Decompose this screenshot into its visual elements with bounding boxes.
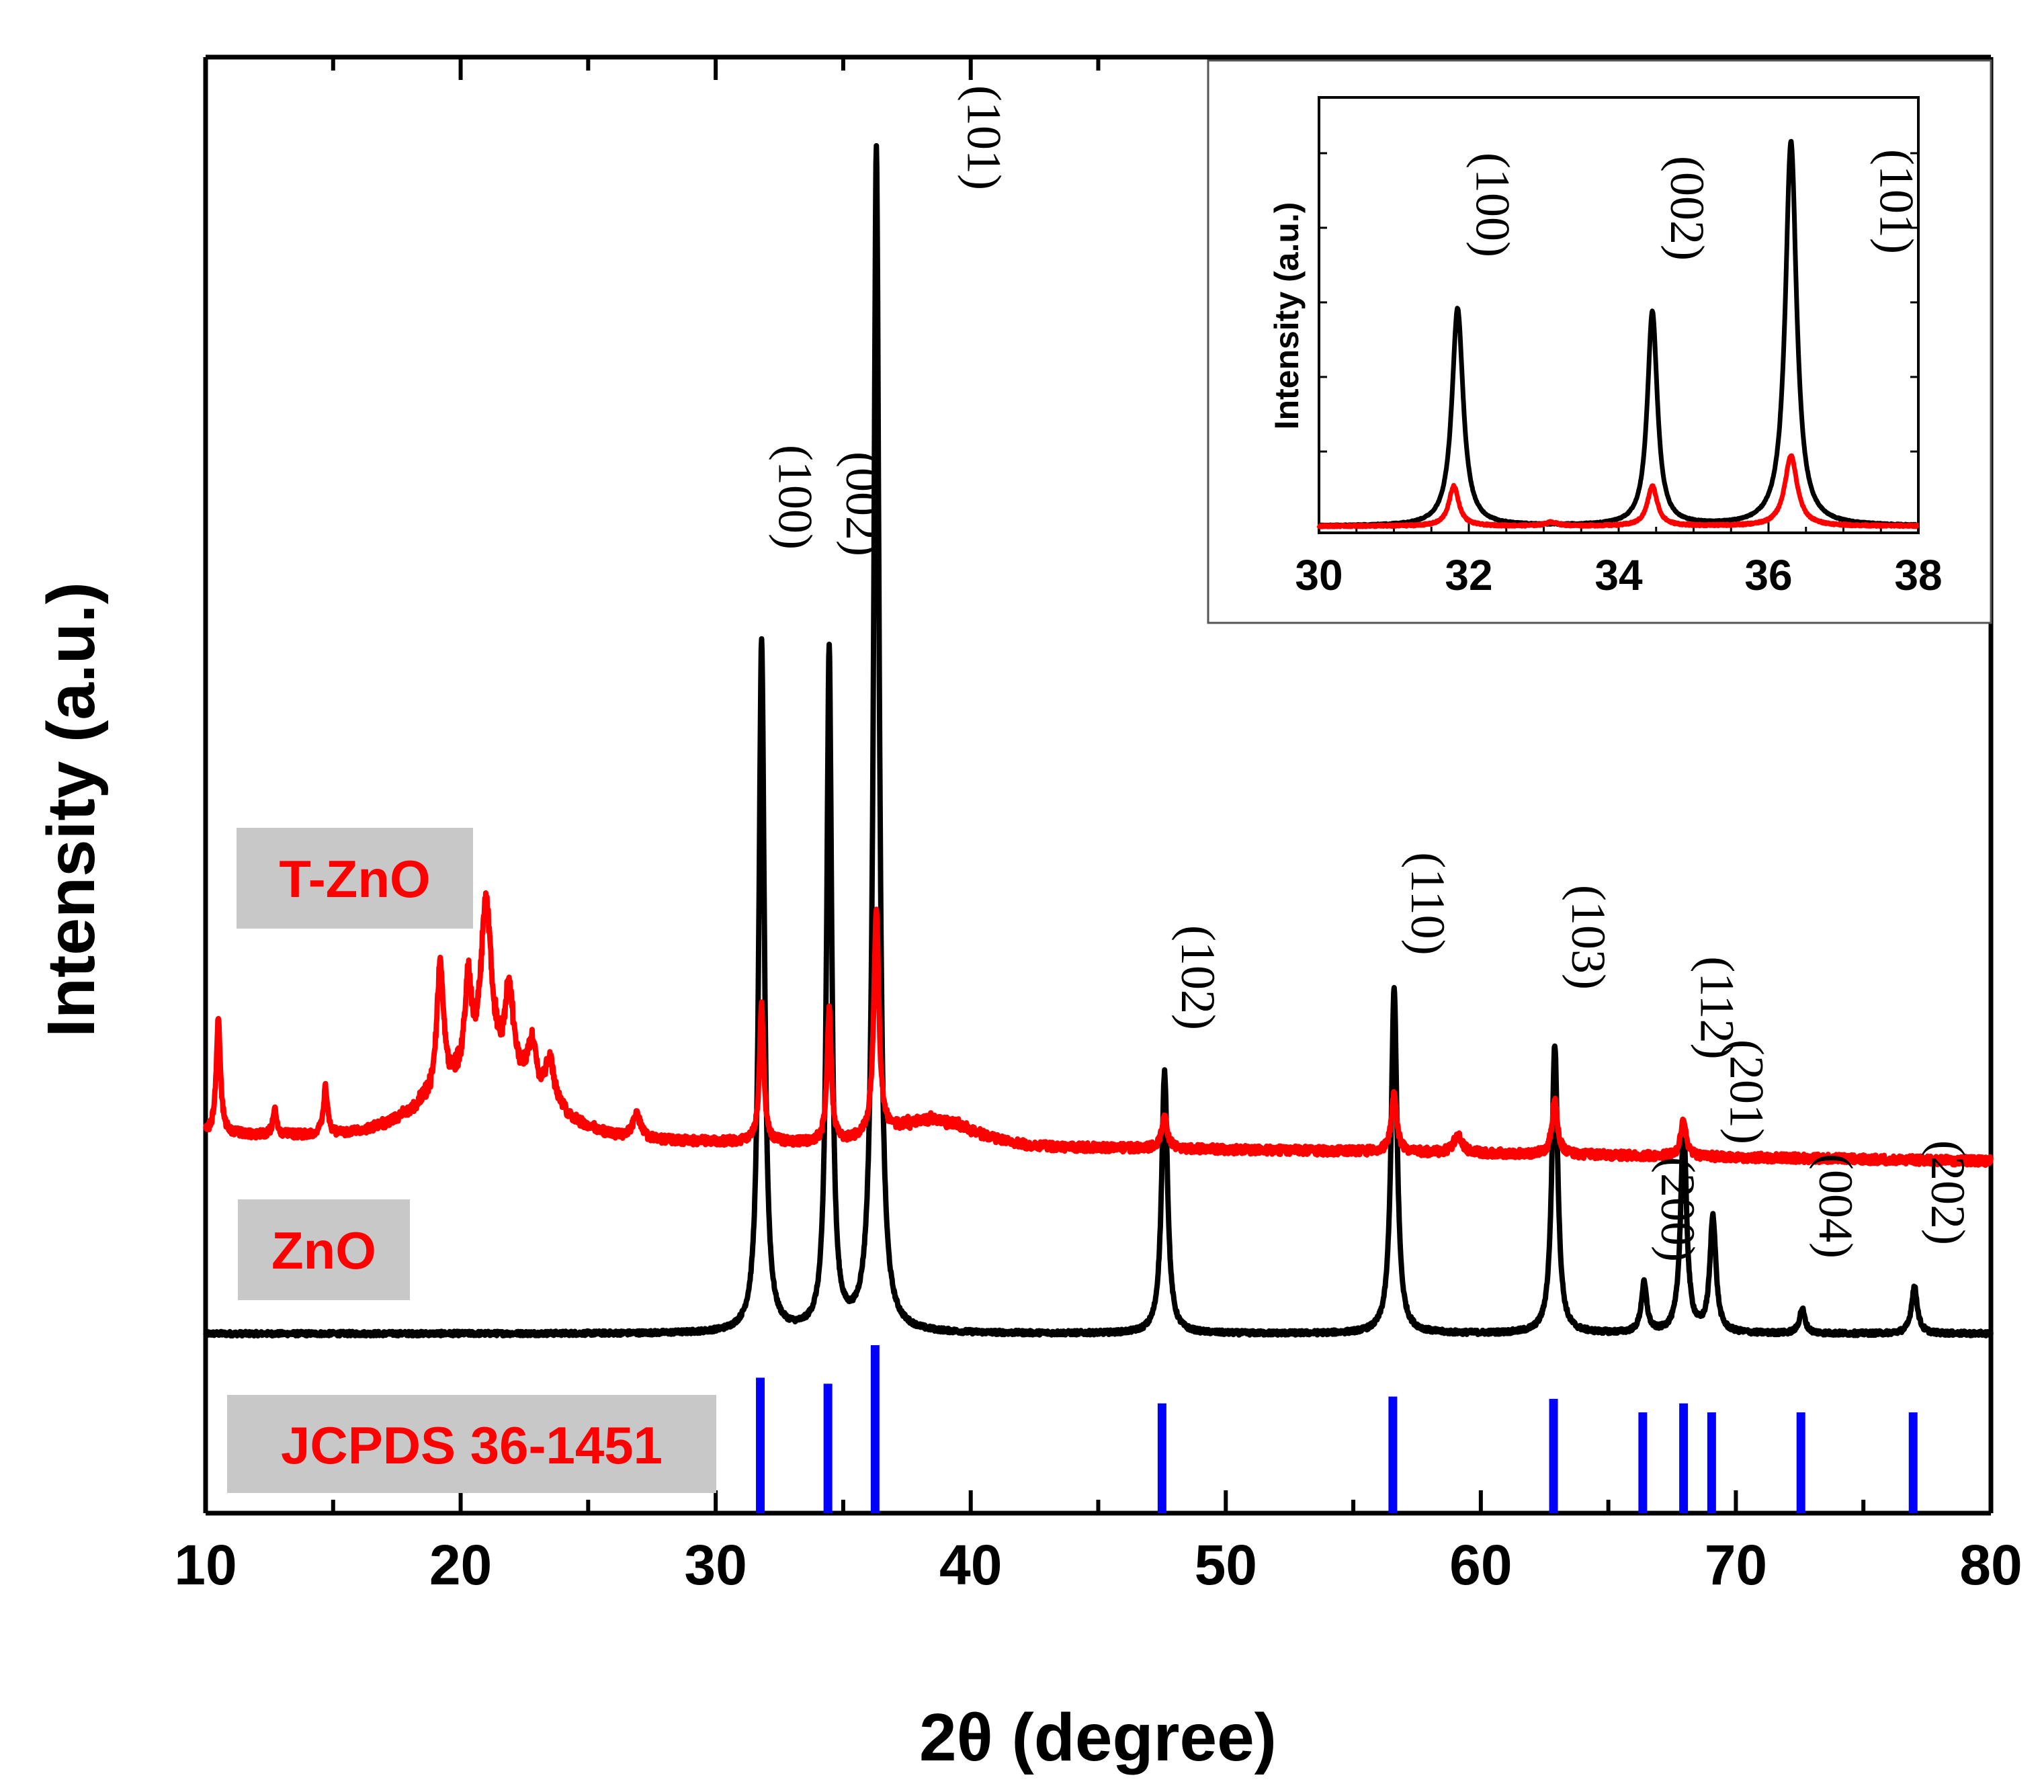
x-axis-tick-labels: 10 20 30 40 50 60 70 80 bbox=[174, 1533, 2022, 1596]
series-layer bbox=[203, 142, 1994, 1339]
legend-item-zno: ZnO bbox=[238, 1199, 410, 1300]
inset-tick-label: 36 bbox=[1744, 551, 1792, 599]
x-tick-label: 80 bbox=[1959, 1533, 2022, 1596]
legend-label-jcpds: JCPDS 36-1451 bbox=[281, 1416, 663, 1475]
legend-item-jcpds: JCPDS 36-1451 bbox=[227, 1395, 716, 1493]
x-tick-label: 30 bbox=[684, 1533, 747, 1596]
x-tick-label: 40 bbox=[939, 1533, 1002, 1596]
peak-label: (202) bbox=[1921, 1140, 1975, 1245]
peak-label: (102) bbox=[1171, 925, 1225, 1030]
peak-label: (110) bbox=[1401, 852, 1455, 955]
inset-tick-labels: 30 32 34 36 38 bbox=[1295, 551, 1942, 599]
x-tick-label: 70 bbox=[1705, 1533, 1767, 1596]
inset-outer-frame bbox=[1207, 59, 1992, 624]
legend-item-t-zno: T-ZnO bbox=[237, 828, 473, 929]
inset-y-axis-title: Intensity (a.u.) bbox=[1268, 202, 1306, 430]
x-tick-label: 20 bbox=[429, 1533, 492, 1596]
peak-labels: (100) (002) (101) (102) (110) (103) (200) (112)… bbox=[769, 85, 1975, 1262]
inset: 30 32 34 36 38 (100) (002) (101) Intensity (a.… bbox=[1207, 59, 1992, 624]
peak-label: (103) bbox=[1562, 885, 1615, 990]
peak-label: (100) bbox=[769, 445, 822, 550]
legend-label-zno: ZnO bbox=[271, 1221, 376, 1280]
jcpds-reference-lines bbox=[756, 1345, 1918, 1513]
legend-box-jcpds bbox=[227, 1395, 716, 1493]
legend: T-ZnO ZnO JCPDS 36-1451 bbox=[227, 828, 716, 1493]
inset-tick-label: 30 bbox=[1295, 551, 1343, 599]
inset-series-layer bbox=[1316, 138, 1920, 529]
x-tick-label: 10 bbox=[174, 1533, 237, 1596]
legend-box-zno bbox=[238, 1199, 410, 1300]
inset-peak-labels: (100) (002) (101) bbox=[1465, 149, 1923, 261]
inset-tick-label: 34 bbox=[1594, 551, 1643, 599]
y-axis-title: Intensity (a.u.) bbox=[34, 582, 109, 1037]
legend-box-t-zno bbox=[237, 828, 473, 929]
inset-peak-label: (100) bbox=[1465, 153, 1519, 257]
peak-label: (200) bbox=[1651, 1157, 1705, 1262]
inset-peak-label: (002) bbox=[1660, 156, 1714, 261]
inset-tick-label: 38 bbox=[1894, 551, 1942, 599]
peak-label: (002) bbox=[836, 452, 890, 556]
series-t-zno bbox=[203, 890, 1994, 1168]
x-axis-title: 2θ (degree) bbox=[919, 1700, 1277, 1775]
series-zno bbox=[203, 142, 1994, 1339]
legend-label-t-zno: T-ZnO bbox=[279, 849, 430, 908]
peak-label: (004) bbox=[1809, 1154, 1863, 1258]
x-tick-label: 60 bbox=[1449, 1533, 1512, 1596]
inset-peak-label: (101) bbox=[1869, 149, 1923, 254]
inset-series-t-zno bbox=[1316, 453, 1920, 529]
x-tick-label: 50 bbox=[1195, 1533, 1257, 1596]
inset-series-zno bbox=[1317, 138, 1920, 529]
peak-label: (112) bbox=[1691, 956, 1744, 1059]
peak-label: (201) bbox=[1719, 1039, 1773, 1144]
peak-label: (101) bbox=[957, 85, 1011, 190]
inset-tick-label: 32 bbox=[1445, 551, 1492, 599]
